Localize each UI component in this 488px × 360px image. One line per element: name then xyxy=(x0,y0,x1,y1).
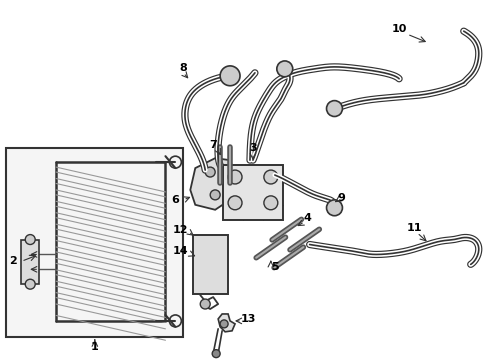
Bar xyxy=(21,239,39,284)
Circle shape xyxy=(326,200,342,216)
Text: 5: 5 xyxy=(270,262,278,272)
Circle shape xyxy=(220,320,227,328)
Circle shape xyxy=(227,196,242,210)
Bar xyxy=(193,235,227,294)
Polygon shape xyxy=(190,158,235,210)
Circle shape xyxy=(264,170,277,184)
Text: 8: 8 xyxy=(179,63,187,73)
Text: 14: 14 xyxy=(172,247,188,256)
Circle shape xyxy=(212,350,220,357)
Text: 2: 2 xyxy=(9,256,17,266)
Text: 7: 7 xyxy=(209,140,217,150)
Circle shape xyxy=(264,196,277,210)
Circle shape xyxy=(205,167,215,177)
Text: 12: 12 xyxy=(172,225,188,235)
Circle shape xyxy=(220,66,240,86)
Circle shape xyxy=(25,235,35,244)
Circle shape xyxy=(25,279,35,289)
Text: 9: 9 xyxy=(337,193,345,203)
Text: 1: 1 xyxy=(91,342,99,352)
Circle shape xyxy=(276,61,292,77)
Circle shape xyxy=(210,190,220,200)
Text: 6: 6 xyxy=(171,195,179,205)
Circle shape xyxy=(326,100,342,117)
Bar xyxy=(223,165,282,220)
Text: 4: 4 xyxy=(303,213,311,223)
Polygon shape xyxy=(218,314,235,332)
Text: 3: 3 xyxy=(248,143,256,153)
Text: 13: 13 xyxy=(240,314,255,324)
Bar xyxy=(6,148,183,337)
Text: 10: 10 xyxy=(390,24,406,34)
Text: 11: 11 xyxy=(406,222,421,233)
Circle shape xyxy=(200,299,210,309)
Circle shape xyxy=(227,170,242,184)
